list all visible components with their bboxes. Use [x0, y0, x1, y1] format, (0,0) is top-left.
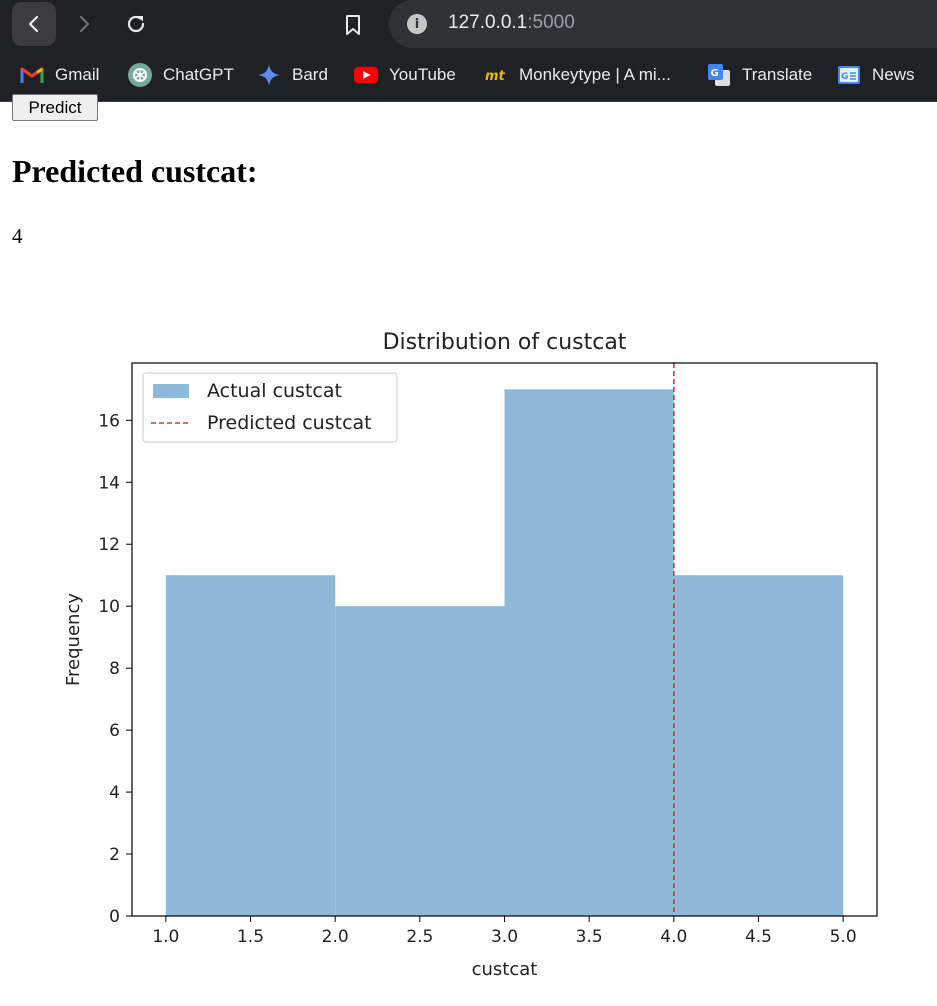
y-tick-label: 10	[98, 597, 120, 617]
x-tick-label: 4.0	[660, 927, 687, 947]
news-icon: G	[837, 63, 861, 87]
y-tick-label: 16	[98, 411, 120, 431]
url-text[interactable]: 127.0.0.1:5000	[448, 12, 575, 34]
back-button[interactable]	[12, 2, 56, 46]
y-tick-label: 12	[98, 535, 120, 555]
y-tick-label: 0	[109, 907, 120, 927]
reload-icon	[127, 15, 145, 33]
x-tick-label: 4.5	[745, 927, 772, 947]
x-tick-label: 5.0	[830, 927, 857, 947]
bookmark-gmail[interactable]: Gmail	[20, 63, 99, 87]
svg-text:G: G	[841, 72, 848, 82]
histogram-bar	[504, 389, 674, 916]
bookmark-label: Monkeytype | A mi...	[519, 65, 671, 84]
gmail-icon	[20, 63, 44, 87]
bookmark-label: ChatGPT	[163, 65, 234, 84]
chart-title: Distribution of custcat	[383, 330, 627, 355]
translate-icon: G	[707, 63, 731, 87]
bookmark-chatgpt[interactable]: ChatGPT	[128, 63, 234, 87]
legend-label-predicted: Predicted custcat	[207, 412, 372, 434]
svg-text:mt: mt	[485, 69, 506, 83]
site-info-icon[interactable]: i	[407, 14, 427, 34]
bookmark-page-button[interactable]	[340, 12, 366, 38]
address-bar[interactable]: i 127.0.0.1:5000	[389, 0, 937, 48]
distribution-chart: 1.0 1.5 2.0 2.5 3.0 3.5 4.0 4.5 5.0 0 2 4 6 8 10 12 14 16…	[63, 330, 878, 980]
histogram-bar	[335, 606, 505, 916]
youtube-icon	[354, 63, 378, 87]
result-heading: Predicted custcat:	[12, 153, 258, 189]
y-tick-label: 2	[109, 845, 120, 865]
legend-label-actual: Actual custcat	[207, 380, 342, 402]
legend-box	[142, 372, 398, 443]
bookmark-label: Bard	[292, 65, 328, 84]
legend-swatch-actual	[153, 384, 189, 398]
bookmark-youtube[interactable]: YouTube	[354, 63, 456, 87]
bookmark-label: YouTube	[389, 65, 456, 84]
result-value: 4	[12, 224, 23, 248]
browser-toolbar: i 127.0.0.1:5000	[0, 0, 937, 50]
reload-button[interactable]	[114, 2, 158, 46]
bookmark-bard[interactable]: Bard	[257, 63, 328, 87]
x-tick-label: 2.5	[406, 927, 433, 947]
bookmark-icon	[346, 15, 360, 35]
x-tick-label: 1.5	[237, 927, 264, 947]
forward-arrow-icon	[79, 15, 90, 33]
url-port: :5000	[527, 12, 575, 33]
bookmarks-bar: Gmail ChatGPT Bard YouTube	[0, 50, 937, 102]
predict-button[interactable]: Predict	[12, 94, 98, 121]
x-tick-label: 1.0	[152, 927, 179, 947]
y-tick-label: 14	[98, 473, 120, 493]
monkeytype-icon: mt	[484, 63, 508, 87]
bookmark-label: Gmail	[55, 65, 100, 84]
bookmark-monkeytype[interactable]: mt Monkeytype | A mi...	[484, 63, 671, 87]
back-arrow-icon	[28, 15, 39, 33]
y-tick-label: 6	[109, 721, 120, 741]
url-host: 127.0.0.1	[448, 12, 528, 33]
bookmark-translate[interactable]: G Translate	[707, 63, 812, 87]
svg-text:G: G	[711, 68, 719, 79]
y-tick-label: 8	[109, 659, 120, 679]
y-axis-label: Frequency	[63, 593, 84, 686]
bookmark-news[interactable]: G News	[837, 63, 915, 87]
y-tick-label: 4	[109, 783, 120, 803]
x-tick-label: 3.5	[576, 927, 603, 947]
forward-button[interactable]	[62, 2, 106, 46]
bard-icon	[257, 63, 281, 87]
x-tick-label: 3.0	[491, 927, 518, 947]
bookmark-label: Translate	[742, 65, 813, 84]
bookmark-label: News	[872, 65, 915, 84]
x-tick-label: 2.0	[322, 927, 349, 947]
histogram-bar	[673, 575, 844, 916]
x-axis-label: custcat	[472, 959, 538, 980]
histogram-bar	[165, 575, 336, 916]
chatgpt-icon	[128, 63, 152, 87]
